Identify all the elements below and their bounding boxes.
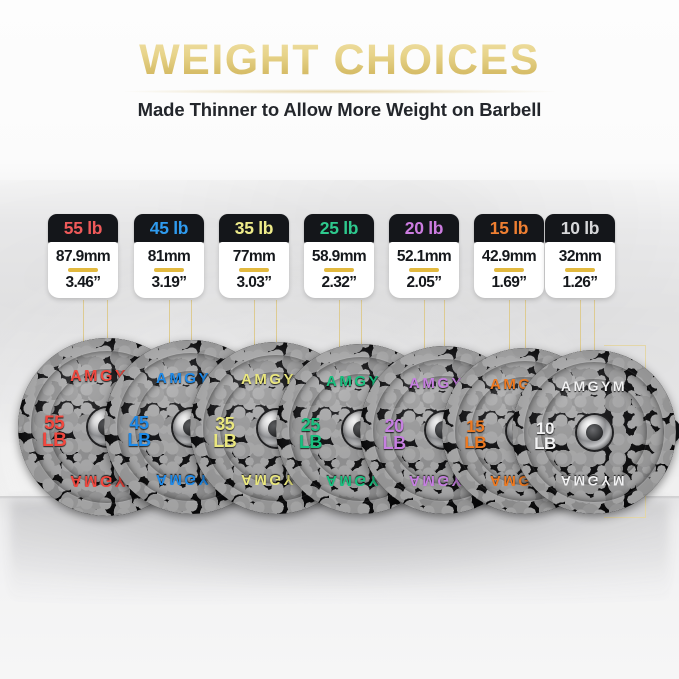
spec-card-weight: 10 lb bbox=[560, 218, 600, 239]
spec-card-divider bbox=[494, 268, 524, 272]
card-connector-line bbox=[580, 300, 581, 366]
spec-thickness-inch: 3.19” bbox=[151, 273, 188, 291]
plate-connector-line bbox=[444, 300, 445, 362]
spec-card-weight: 25 lb bbox=[319, 218, 359, 239]
plate-brand-bottom: AMGYM bbox=[560, 473, 628, 490]
spec-thickness-inch: 2.32” bbox=[321, 273, 358, 291]
spec-card-header: 55 lb bbox=[48, 214, 118, 244]
spec-card-body: 81mm 3.19” bbox=[134, 242, 204, 299]
plate-connector-line bbox=[525, 300, 526, 364]
weight-plate: AMGYM AMGYM 10 LB bbox=[512, 350, 676, 514]
spec-card-body: 58.9mm 2.32” bbox=[304, 242, 374, 299]
spec-thickness-mm: 42.9mm bbox=[481, 248, 537, 265]
spec-card-header: 20 lb bbox=[389, 214, 459, 244]
weight-plate-row: AMGYM AMGYM 55 LB AMGYM AMGYM 45 LB AMGYM … bbox=[0, 330, 679, 530]
plate-connector-line bbox=[361, 300, 362, 360]
plate-connector-line bbox=[594, 300, 595, 366]
spec-card-divider bbox=[565, 268, 595, 272]
spec-thickness-mm: 87.9mm bbox=[55, 248, 111, 265]
spec-card-weight: 45 lb bbox=[149, 218, 189, 239]
spec-card-row: 55 lb 87.9mm 3.46” 45 lb 81mm 3.19” 35 l… bbox=[0, 214, 679, 306]
plate-weight-label: 55 LB bbox=[42, 412, 67, 452]
spec-card-body: 77mm 3.03” bbox=[219, 242, 289, 299]
spec-card[interactable]: 20 lb 52.1mm 2.05” bbox=[389, 214, 459, 299]
card-connector-line bbox=[424, 300, 425, 362]
plate-groove-outer bbox=[523, 361, 665, 503]
plate-weight-label: 10 LB bbox=[534, 418, 556, 454]
card-connector-line bbox=[83, 300, 84, 354]
card-connector-line bbox=[254, 300, 255, 358]
spec-card-header: 25 lb bbox=[304, 214, 374, 244]
spec-card[interactable]: 25 lb 58.9mm 2.32” bbox=[304, 214, 374, 299]
spec-card-divider bbox=[324, 268, 354, 272]
spec-card-body: 52.1mm 2.05” bbox=[389, 242, 459, 299]
spec-thickness-mm: 58.9mm bbox=[311, 248, 367, 265]
spec-thickness-inch: 3.46” bbox=[65, 273, 102, 291]
plate-center-hub bbox=[577, 415, 612, 450]
plate-weight-label: 25 LB bbox=[298, 415, 323, 452]
plate-connector-line bbox=[107, 300, 108, 354]
floor-reflection bbox=[10, 500, 669, 620]
spec-card[interactable]: 35 lb 77mm 3.03” bbox=[219, 214, 289, 299]
spec-card-header: 45 lb bbox=[134, 214, 204, 244]
plate-weight-label: 20 LB bbox=[382, 416, 407, 454]
spec-card[interactable]: 10 lb 32mm 1.26” bbox=[545, 214, 615, 299]
plate-weight-label: 35 LB bbox=[213, 413, 237, 451]
plate-weight-label: 15 LB bbox=[464, 417, 487, 453]
plate-brand-top: AMGYM bbox=[560, 377, 628, 394]
spec-card-body: 32mm 1.26” bbox=[545, 242, 615, 299]
floor-surface bbox=[0, 497, 679, 679]
spec-card-weight: 35 lb bbox=[234, 218, 274, 239]
spec-card-divider bbox=[409, 268, 439, 272]
spec-thickness-inch: 1.26” bbox=[562, 273, 599, 291]
spec-card-weight: 20 lb bbox=[404, 218, 444, 239]
spec-card-body: 42.9mm 1.69” bbox=[474, 242, 544, 299]
spec-card[interactable]: 15 lb 42.9mm 1.69” bbox=[474, 214, 544, 299]
plate-connector-line bbox=[276, 300, 277, 358]
card-connector-line bbox=[339, 300, 340, 360]
spec-card-header: 35 lb bbox=[219, 214, 289, 244]
title-underline-glow bbox=[124, 88, 555, 94]
spec-card-weight: 15 lb bbox=[489, 218, 529, 239]
spec-card-header: 15 lb bbox=[474, 214, 544, 244]
spec-card-body: 87.9mm 3.46” bbox=[48, 242, 118, 299]
spec-card[interactable]: 45 lb 81mm 3.19” bbox=[134, 214, 204, 299]
spec-card-header: 10 lb bbox=[545, 214, 615, 244]
spec-thickness-mm: 77mm bbox=[232, 248, 276, 265]
spec-card-weight: 55 lb bbox=[63, 218, 103, 239]
spec-thickness-mm: 81mm bbox=[147, 248, 191, 265]
spec-thickness-mm: 52.1mm bbox=[396, 248, 452, 265]
spec-thickness-inch: 3.03” bbox=[236, 273, 273, 291]
plate-weight-label: 45 LB bbox=[127, 412, 151, 450]
spec-card-divider bbox=[68, 268, 98, 272]
page-title: WEIGHT CHOICES bbox=[0, 37, 679, 84]
plate-connector-line bbox=[191, 300, 192, 356]
header: WEIGHT CHOICES Made Thinner to Allow Mor… bbox=[0, 37, 679, 121]
page-subtitle: Made Thinner to Allow More Weight on Bar… bbox=[137, 98, 542, 120]
card-connector-line bbox=[169, 300, 170, 356]
spec-card[interactable]: 55 lb 87.9mm 3.46” bbox=[48, 214, 118, 299]
plate-groove-inner bbox=[539, 377, 649, 487]
spec-thickness-inch: 1.69” bbox=[491, 273, 528, 291]
spec-card-divider bbox=[154, 268, 184, 272]
spec-thickness-mm: 32mm bbox=[558, 248, 602, 265]
card-connector-line bbox=[509, 300, 510, 364]
spec-card-divider bbox=[239, 268, 269, 272]
spec-thickness-inch: 2.05” bbox=[406, 273, 443, 291]
